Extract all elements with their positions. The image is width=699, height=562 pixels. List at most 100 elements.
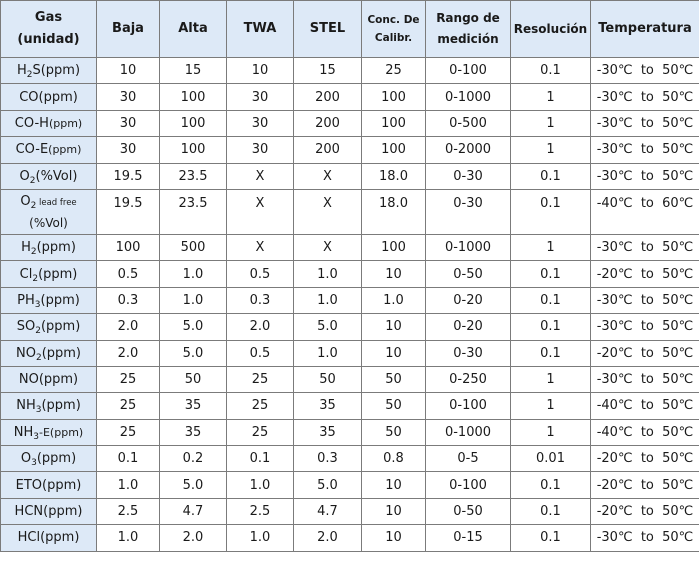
resolution-cell: 0.1 xyxy=(510,471,591,499)
resolution-cell: 1 xyxy=(510,109,591,138)
high-alarm-cell: 35 xyxy=(159,418,227,447)
calibration-cell: 0.8 xyxy=(361,445,426,473)
high-alarm-cell: 0.2 xyxy=(159,445,227,473)
calibration-cell: 100 xyxy=(361,83,426,111)
gas-name-cell: O2(%Vol) xyxy=(0,162,97,190)
resolution-cell: 0.01 xyxy=(510,445,591,473)
table-row: HCl(ppm) 1.0 2.0 1.0 2.0 10 0-15 0.1 -30℃ to 50℃ xyxy=(0,524,699,552)
calibration-cell: 10 xyxy=(361,497,426,526)
high-alarm-cell: 35 xyxy=(159,392,227,420)
low-alarm-cell: 2.0 xyxy=(96,339,160,367)
twa-cell: 30 xyxy=(226,83,294,111)
high-alarm-cell: 5.0 xyxy=(159,339,227,367)
stel-cell: 1.0 xyxy=(293,260,362,288)
temperature-cell: -30℃ to 50℃ xyxy=(590,56,699,85)
range-cell: 0-2000 xyxy=(425,136,511,164)
stel-cell: 50 xyxy=(293,365,362,394)
stel-cell: X xyxy=(293,162,362,190)
stel-cell: 5.0 xyxy=(293,471,362,499)
calibration-cell: 25 xyxy=(361,56,426,85)
gas-name-cell: O3(ppm) xyxy=(0,445,97,473)
stel-cell: 15 xyxy=(293,56,362,85)
low-alarm-cell: 19.5 xyxy=(96,162,160,190)
stel-cell: 1.0 xyxy=(293,339,362,367)
resolution-cell: 1 xyxy=(510,233,591,262)
table-row: NH3-E(ppm) 25 35 25 35 50 0-1000 1 -40℃ to 50℃ xyxy=(0,418,699,447)
stel-cell: 35 xyxy=(293,392,362,420)
low-alarm-cell: 30 xyxy=(96,83,160,111)
header-low: Baja xyxy=(96,0,160,58)
stel-cell: 2.0 xyxy=(293,524,362,552)
high-alarm-cell: 2.0 xyxy=(159,524,227,552)
stel-cell: 4.7 xyxy=(293,497,362,526)
gas-name-cell: H2(ppm) xyxy=(0,233,97,262)
gas-name-cell: O2 lead free (%Vol) xyxy=(0,188,97,235)
twa-cell: 2.0 xyxy=(226,313,294,341)
high-alarm-cell: 1.0 xyxy=(159,286,227,315)
temperature-cell: -20℃ to 50℃ xyxy=(590,445,699,473)
range-cell: 0-15 xyxy=(425,524,511,552)
gas-name-cell: NH3-E(ppm) xyxy=(0,418,97,447)
stel-cell: 200 xyxy=(293,109,362,138)
resolution-cell: 1 xyxy=(510,392,591,420)
twa-cell: 30 xyxy=(226,109,294,138)
temperature-cell: -30℃ to 50℃ xyxy=(590,136,699,164)
high-alarm-cell: 100 xyxy=(159,136,227,164)
calibration-cell: 18.0 xyxy=(361,188,426,235)
table-row: NO(ppm) 25 50 25 50 50 0-250 1 -30℃ to 50℃ xyxy=(0,365,699,394)
low-alarm-cell: 10 xyxy=(96,56,160,85)
twa-cell: X xyxy=(226,162,294,190)
stel-cell: X xyxy=(293,188,362,235)
high-alarm-cell: 23.5 xyxy=(159,188,227,235)
range-cell: 0-30 xyxy=(425,339,511,367)
gas-name-cell: CO-H(ppm) xyxy=(0,109,97,138)
header-stel: STEL xyxy=(293,0,362,58)
gas-name-cell: NH3(ppm) xyxy=(0,392,97,420)
range-cell: 0-1000 xyxy=(425,418,511,447)
table-row: PH3(ppm) 0.3 1.0 0.3 1.0 1.0 0-20 0.1 -30℃ to 50… xyxy=(0,286,699,315)
range-cell: 0-500 xyxy=(425,109,511,138)
high-alarm-cell: 5.0 xyxy=(159,471,227,499)
range-cell: 0-50 xyxy=(425,260,511,288)
range-cell: 0-250 xyxy=(425,365,511,394)
gas-name-cell: CO(ppm) xyxy=(0,83,97,111)
resolution-cell: 0.1 xyxy=(510,56,591,85)
resolution-cell: 0.1 xyxy=(510,162,591,190)
twa-cell: 30 xyxy=(226,136,294,164)
resolution-cell: 0.1 xyxy=(510,286,591,315)
temperature-cell: -30℃ to 50℃ xyxy=(590,162,699,190)
header-range: Rango de medición xyxy=(425,0,511,58)
low-alarm-cell: 2.0 xyxy=(96,313,160,341)
range-cell: 0-20 xyxy=(425,286,511,315)
low-alarm-cell: 2.5 xyxy=(96,497,160,526)
header-high: Alta xyxy=(159,0,227,58)
table-row: O3(ppm) 0.1 0.2 0.1 0.3 0.8 0-5 0.01 -20℃ to 50℃ xyxy=(0,445,699,473)
low-alarm-cell: 30 xyxy=(96,109,160,138)
gas-name-cell: CO-E(ppm) xyxy=(0,136,97,164)
calibration-cell: 100 xyxy=(361,109,426,138)
twa-cell: 10 xyxy=(226,56,294,85)
temperature-cell: -20℃ to 50℃ xyxy=(590,497,699,526)
range-cell: 0-100 xyxy=(425,471,511,499)
low-alarm-cell: 100 xyxy=(96,233,160,262)
low-alarm-cell: 1.0 xyxy=(96,524,160,552)
twa-cell: 0.3 xyxy=(226,286,294,315)
temperature-cell: -30℃ to 50℃ xyxy=(590,233,699,262)
low-alarm-cell: 25 xyxy=(96,418,160,447)
calibration-cell: 10 xyxy=(361,471,426,499)
calibration-cell: 50 xyxy=(361,392,426,420)
table-row: H2S(ppm) 10 15 10 15 25 0-100 0.1 -30℃ to 50℃ xyxy=(0,56,699,85)
low-alarm-cell: 25 xyxy=(96,365,160,394)
twa-cell: 0.5 xyxy=(226,339,294,367)
gas-name-cell: SO2(ppm) xyxy=(0,313,97,341)
twa-cell: X xyxy=(226,233,294,262)
gas-name-cell: PH3(ppm) xyxy=(0,286,97,315)
stel-cell: 5.0 xyxy=(293,313,362,341)
table-row: Cl2(ppm) 0.5 1.0 0.5 1.0 10 0-50 0.1 -20℃ to 50℃ xyxy=(0,260,699,288)
stel-cell: 200 xyxy=(293,136,362,164)
low-alarm-cell: 0.3 xyxy=(96,286,160,315)
table-row: CO-E(ppm) 30 100 30 200 100 0-2000 1 -30℃ to 50℃ xyxy=(0,136,699,164)
twa-cell: 0.1 xyxy=(226,445,294,473)
twa-cell: 25 xyxy=(226,392,294,420)
